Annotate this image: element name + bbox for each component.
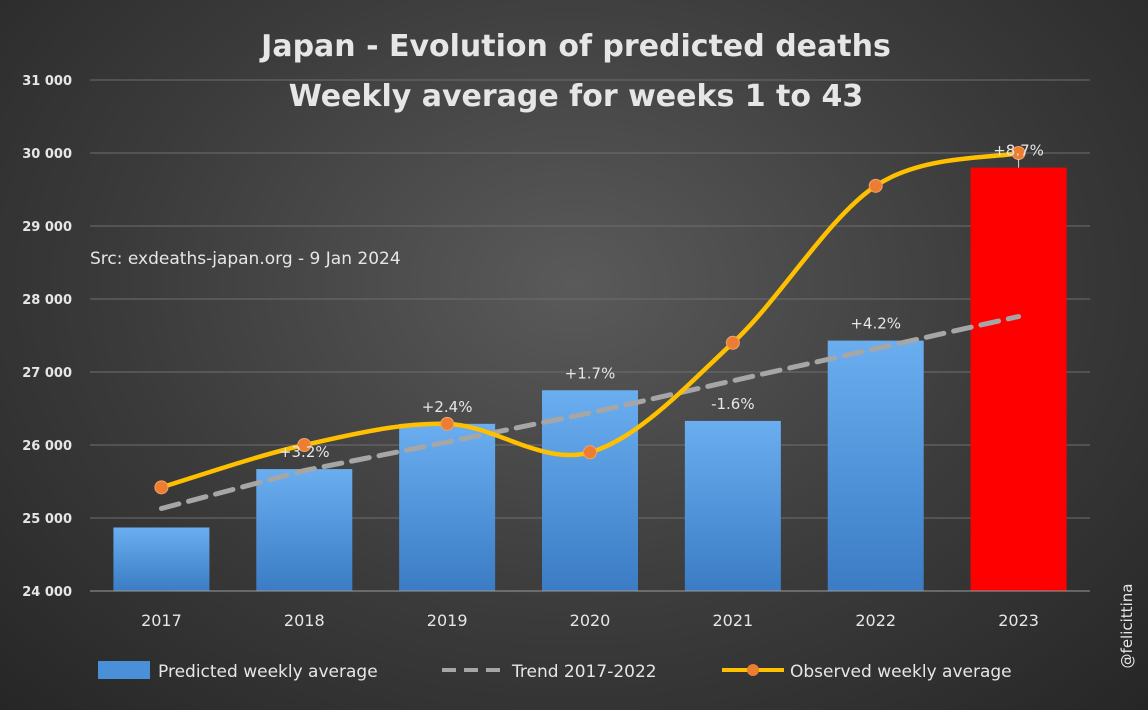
trend-line-group	[158, 314, 1022, 512]
y-tick-label: 24 000	[22, 585, 72, 600]
bars	[113, 167, 1067, 591]
bar	[827, 340, 924, 591]
y-tick-label: 31 000	[22, 74, 72, 89]
axes: 24 000 25 000 26 000 27 000 28 000 29 000 30 0…	[22, 74, 1090, 630]
chart-title-line-2: Weekly average for weeks 1 to 43	[289, 79, 863, 114]
y-tick-label: 27 000	[22, 366, 72, 381]
bar	[542, 390, 638, 591]
legend-label-observed: Observed weekly average	[790, 662, 1012, 682]
data-label: +3.2%	[279, 443, 330, 461]
gridlines	[90, 79, 1090, 519]
bar	[684, 420, 781, 591]
trend-line	[158, 314, 1022, 512]
data-label: +8.7%	[993, 142, 1044, 160]
legend-marker-observed	[747, 664, 759, 676]
bar-highlight	[970, 167, 1067, 591]
observed-point	[297, 438, 312, 452]
y-tick-label: 29 000	[22, 220, 72, 235]
data-labels: +3.2% +2.4% +1.7% -1.6% +4.2% +8.7%	[279, 142, 1044, 461]
x-tick-label: 2018	[284, 611, 325, 630]
observed-point	[725, 335, 740, 350]
bar	[256, 469, 353, 591]
data-label: -1.6%	[711, 395, 755, 413]
data-label: +4.2%	[850, 315, 901, 333]
x-tick-label: 2021	[712, 611, 753, 630]
author-credit: @felicittina	[1118, 584, 1136, 669]
bar	[113, 527, 210, 591]
observed-point	[583, 445, 597, 460]
observed-point	[440, 416, 455, 431]
x-tick-label: 2020	[570, 611, 611, 630]
observed-point	[154, 480, 169, 495]
data-label: +1.7%	[565, 364, 616, 382]
x-tick-label: 2023	[998, 611, 1039, 630]
source-note: Src: exdeaths-japan.org - 9 Jan 2024	[90, 249, 401, 269]
x-tick-label: 2019	[427, 611, 468, 630]
legend-swatch-predicted	[98, 661, 150, 679]
x-tick-label: 2022	[855, 611, 896, 630]
bar	[399, 423, 496, 591]
observed-line-group	[154, 146, 1026, 495]
observed-point	[868, 178, 883, 193]
y-tick-label: 28 000	[22, 293, 72, 308]
y-tick-label: 26 000	[22, 439, 72, 454]
x-tick-label: 2017	[141, 611, 182, 630]
data-label: +2.4%	[422, 398, 473, 416]
y-tick-label: 25 000	[22, 512, 72, 527]
chart-title-line-1: Japan - Evolution of predicted deaths	[259, 29, 891, 64]
legend: Predicted weekly average Trend 2017-2022…	[98, 661, 1012, 682]
legend-label-predicted: Predicted weekly average	[158, 662, 378, 682]
y-tick-label: 30 000	[22, 147, 72, 162]
legend-label-trend: Trend 2017-2022	[511, 662, 657, 682]
